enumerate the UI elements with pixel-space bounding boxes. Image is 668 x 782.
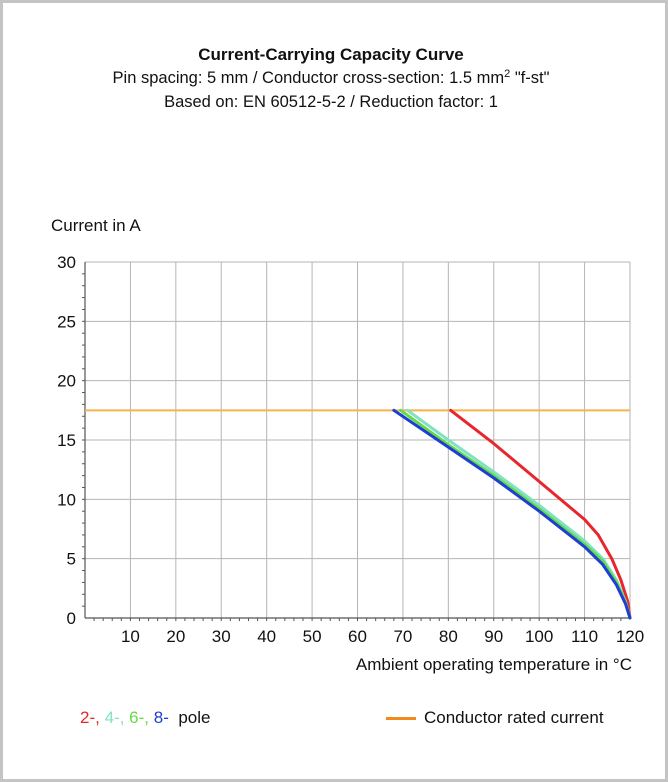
x-tick-label: 30 (212, 627, 231, 646)
y-tick-label: 30 (57, 253, 76, 272)
x-tick-label: 10 (121, 627, 140, 646)
legend-rated-label: Conductor rated current (424, 708, 604, 727)
x-tick-label: 90 (484, 627, 503, 646)
x-tick-label: 110 (571, 627, 598, 646)
y-tick-label: 25 (57, 312, 76, 331)
x-tick-label: 80 (439, 627, 458, 646)
y-tick-label: 15 (57, 431, 76, 450)
legend-pole-suffix: pole (178, 708, 211, 727)
x-tick-label: 20 (166, 627, 185, 646)
x-tick-label: 60 (348, 627, 367, 646)
chart-subtitle: Pin spacing: 5 mm / Conductor cross-sect… (0, 66, 662, 90)
y-tick-label: 0 (67, 609, 76, 628)
legend-pole-6: 6-, (129, 708, 149, 727)
legend-rated-swatch (386, 716, 416, 720)
subtitle-superscript: 2 (504, 68, 511, 80)
subtitle-suffix: "f-st" (510, 69, 550, 87)
series-line-8-pole (392, 408, 632, 620)
x-tick-label: 100 (525, 627, 553, 646)
x-axis-title: Ambient operating temperature in °C (356, 655, 632, 674)
x-tick-label: 120 (616, 627, 644, 646)
x-tick-label: 50 (303, 627, 322, 646)
legend-poles: 2-, 4-, 6-, 8- pole (80, 708, 210, 728)
subtitle-text: Pin spacing: 5 mm / Conductor cross-sect… (112, 69, 505, 87)
y-tick-label: 5 (67, 550, 76, 569)
y-axis-title: Current in A (51, 216, 141, 235)
title-block: Current-Carrying Capacity Curve Pin spac… (0, 44, 662, 114)
series-line-2-pole (449, 408, 632, 620)
legend-pole-2: 2-, (80, 708, 100, 727)
chart-title: Current-Carrying Capacity Curve (198, 45, 464, 64)
x-tick-label: 40 (257, 627, 276, 646)
chart-subtitle-2: Based on: EN 60512-5-2 / Reduction facto… (164, 93, 498, 111)
x-tick-label: 70 (393, 627, 412, 646)
legend-pole-4: 4-, (104, 708, 125, 727)
legend-pole-8: 8- (153, 708, 169, 727)
y-tick-label: 10 (57, 490, 76, 509)
legend-rated: Conductor rated current (386, 708, 604, 728)
y-tick-label: 20 (57, 372, 76, 391)
